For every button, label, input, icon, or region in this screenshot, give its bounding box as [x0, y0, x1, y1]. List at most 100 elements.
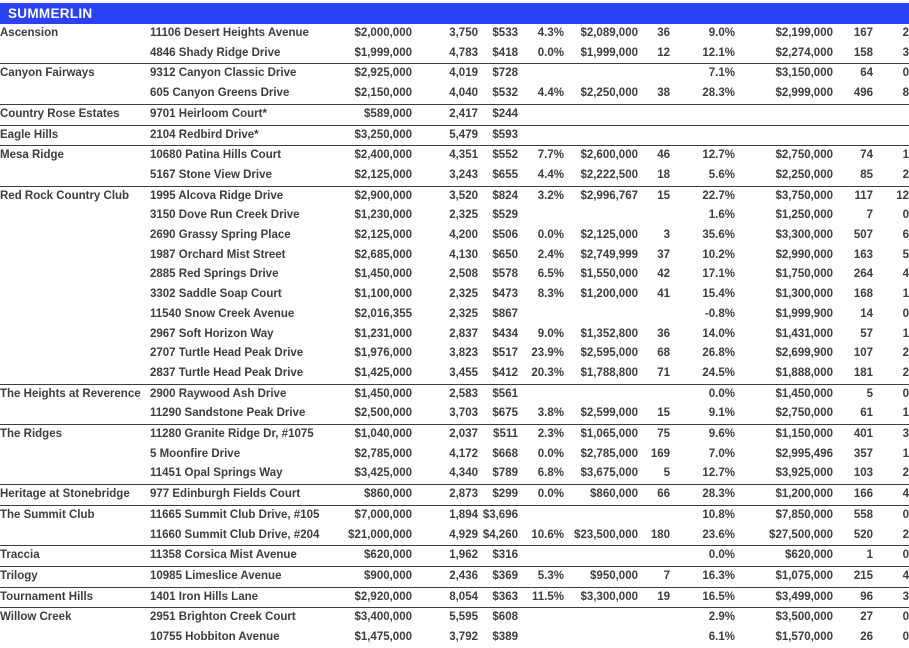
cell-list-price: $2,900,000 — [332, 185, 412, 207]
table-row: Country Rose Estates 9701 Heirloom Court*… — [0, 103, 909, 126]
section-header: SUMMERLIN — [0, 3, 909, 24]
cell-count-2: 14 — [860, 307, 873, 320]
cell-pct-2: 17.1% — [702, 268, 735, 281]
cell-neighborhood: Eagle Hills — [0, 124, 150, 146]
cell-pct-1 — [518, 305, 564, 325]
cell-price-3: $2,750,000 — [735, 145, 833, 166]
cell-address: 11665 Summit Club Drive, #105 — [150, 504, 332, 526]
cell-count-2: 264 — [853, 268, 873, 281]
cell-count-1: 36 — [657, 327, 670, 340]
table-row: Eagle Hills 2104 Redbird Drive* $3,250,000… — [0, 124, 909, 146]
cell-pct-1 — [518, 383, 564, 405]
cell-list-price: $2,125,000 — [354, 168, 412, 181]
cell-pct-2 — [670, 103, 735, 126]
cell-price-3: $620,000 — [735, 545, 833, 567]
cell-count-1 — [638, 206, 670, 226]
table-row: 2690 Grassy Spring Place $2,125,000 4,200 $… — [0, 226, 909, 246]
cell-pct-1: 20.3% — [531, 366, 564, 379]
cell-pct-1 — [518, 607, 564, 629]
table-row: 3302 Saddle Soap Court $1,100,000 2,325 $47… — [0, 285, 909, 305]
cell-pct-1: 11.5% — [518, 586, 564, 608]
cell-price-2: $1,788,800 — [580, 366, 638, 379]
cell-sqft: 4,200 — [449, 229, 478, 242]
cell-price-2 — [564, 206, 638, 226]
cell-price-3: $1,300,000 — [775, 288, 833, 301]
cell-count-1 — [638, 383, 670, 405]
cell-count-2 — [833, 124, 873, 146]
cell-count-2: 74 — [833, 145, 873, 166]
cell-pct-1: 6.5% — [537, 268, 564, 281]
cell-count-2: 5 — [833, 383, 873, 405]
cell-price-2 — [564, 305, 638, 325]
cell-address: 2900 Raywood Ash Drive — [150, 383, 332, 405]
table-row: 5 Moonfire Drive $2,785,000 4,172 $668 0.0% $… — [0, 445, 909, 465]
cell-neighborhood — [0, 84, 150, 104]
cell-count-2 — [833, 103, 873, 126]
cell-sqft: 2,325 — [449, 209, 478, 222]
cell-sqft: 2,583 — [412, 383, 478, 405]
cell-list-price: $1,450,000 — [354, 268, 412, 281]
cell-pct-1 — [518, 124, 564, 146]
cell-list-price: $589,000 — [332, 103, 412, 126]
cell-count-2: 27 — [833, 607, 873, 629]
cell-address: 5 Moonfire Drive — [150, 447, 241, 460]
cell-list-price: $2,925,000 — [332, 63, 412, 85]
cell-sqft: 4,019 — [412, 63, 478, 85]
cell-count-2: 168 — [853, 288, 873, 301]
cell-address: 11660 Summit Club Drive, #204 — [150, 528, 320, 541]
cell-count-1 — [638, 103, 670, 126]
cell-pct-2: 28.3% — [702, 87, 735, 100]
cell-count-3: 1 — [902, 447, 909, 460]
cell-sqft: 3,520 — [412, 185, 478, 207]
cell-price-3: $2,750,000 — [775, 407, 833, 420]
cell-pct-2: 2.9% — [670, 607, 735, 629]
cell-price-per-sqft: $434 — [492, 327, 518, 340]
cell-price-2: $2,250,000 — [580, 87, 638, 100]
cell-pct-2: 22.7% — [670, 185, 735, 207]
cell-list-price: $2,150,000 — [354, 87, 412, 100]
cell-address: 977 Edinburgh Fields Court — [150, 484, 332, 506]
cell-count-1: 38 — [657, 87, 670, 100]
cell-neighborhood: Red Rock Country Club — [0, 185, 150, 207]
cell-price-per-sqft: $517 — [492, 347, 518, 360]
cell-count-1: 5 — [663, 467, 670, 480]
cell-neighborhood: Traccia — [0, 545, 150, 567]
cell-pct-1: 4.4% — [537, 168, 564, 181]
cell-pct-1: 3.8% — [537, 407, 564, 420]
cell-pct-1: 7.7% — [518, 145, 564, 166]
table-row: Trilogy 10985 Limeslice Avenue $900,000 2,4… — [0, 565, 909, 588]
cell-count-2: 166 — [833, 484, 873, 506]
cell-sqft: 8,054 — [412, 586, 478, 608]
section-title: SUMMERLIN — [8, 6, 93, 21]
cell-price-3: $3,300,000 — [775, 229, 833, 242]
cell-count-1: 71 — [657, 366, 670, 379]
cell-pct-1: 2.4% — [537, 248, 564, 261]
cell-pct-2: 24.5% — [702, 366, 735, 379]
table-row: 4846 Shady Ridge Drive $1,999,000 4,783 $41… — [0, 44, 909, 64]
cell-price-3: $2,990,000 — [775, 248, 833, 261]
cell-neighborhood — [0, 166, 150, 186]
cell-count-1: 41 — [657, 288, 670, 301]
table-row: The Heights at Reverence 2900 Raywood Ash… — [0, 383, 909, 405]
cell-count-2: 117 — [833, 185, 873, 207]
cell-count-3: 2 — [902, 467, 909, 480]
cell-count-2: 57 — [860, 327, 873, 340]
cell-price-per-sqft: $418 — [492, 46, 518, 59]
cell-price-per-sqft: $506 — [492, 229, 518, 242]
cell-pct-1: 0.0% — [537, 229, 564, 242]
cell-sqft: 5,479 — [412, 124, 478, 146]
cell-neighborhood — [0, 246, 150, 266]
cell-pct-1 — [518, 504, 564, 526]
cell-list-price: $1,230,000 — [354, 209, 412, 222]
cell-neighborhood — [0, 445, 150, 465]
cell-pct-2: 9.0% — [708, 27, 735, 39]
cell-sqft: 3,455 — [449, 366, 478, 379]
table-row: 11540 Snow Creek Avenue $2,016,355 2,325 $8… — [0, 305, 909, 325]
cell-neighborhood: Mesa Ridge — [0, 145, 150, 166]
cell-sqft: 2,037 — [412, 424, 478, 445]
cell-count-1 — [638, 607, 670, 629]
cell-sqft: 3,823 — [449, 347, 478, 360]
cell-address: 1995 Alcova Ridge Drive — [150, 185, 332, 207]
cell-count-1: 15 — [657, 407, 670, 420]
table-row: Mesa Ridge 10680 Patina Hills Court $2,400… — [0, 145, 909, 166]
